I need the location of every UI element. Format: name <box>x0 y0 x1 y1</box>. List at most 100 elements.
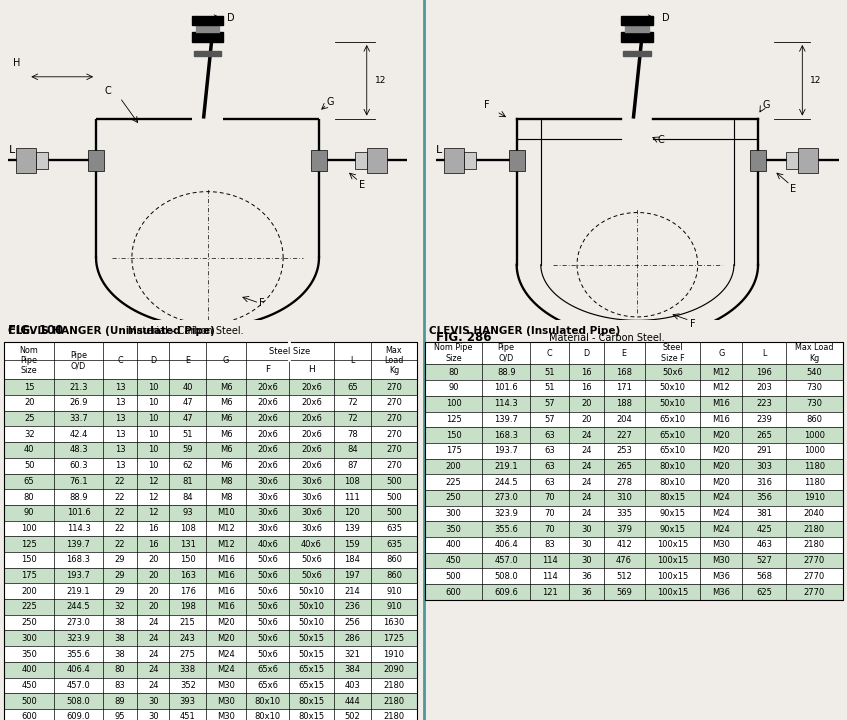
Text: 50x6: 50x6 <box>257 603 278 611</box>
Bar <box>4 678 417 693</box>
Text: 13: 13 <box>115 461 125 470</box>
Text: 910: 910 <box>386 603 401 611</box>
Text: 100x15: 100x15 <box>656 572 688 581</box>
Text: 42.4: 42.4 <box>69 430 88 438</box>
Text: 163: 163 <box>180 571 196 580</box>
Text: 40x6: 40x6 <box>257 539 278 549</box>
Text: 502: 502 <box>345 712 360 720</box>
Text: 24: 24 <box>581 509 591 518</box>
Text: 50x6: 50x6 <box>301 571 322 580</box>
Text: 57: 57 <box>545 399 555 408</box>
Text: 24: 24 <box>581 431 591 439</box>
Bar <box>425 553 843 569</box>
Text: 168: 168 <box>616 368 632 377</box>
Text: 50x6: 50x6 <box>662 368 683 377</box>
Text: 20x6: 20x6 <box>301 398 322 408</box>
Text: 168.3: 168.3 <box>67 555 91 564</box>
Text: 20x6: 20x6 <box>257 446 278 454</box>
Text: 51: 51 <box>545 368 555 377</box>
Bar <box>4 646 417 662</box>
Text: 171: 171 <box>616 384 632 392</box>
Bar <box>4 662 417 678</box>
Text: 2770: 2770 <box>804 572 825 581</box>
Text: 500: 500 <box>386 508 401 517</box>
Text: 476: 476 <box>616 556 632 565</box>
Text: 2180: 2180 <box>384 696 405 706</box>
Text: 13: 13 <box>115 398 125 408</box>
Text: 80: 80 <box>448 368 459 377</box>
Text: 310: 310 <box>616 493 632 503</box>
Text: 65x10: 65x10 <box>659 431 685 439</box>
Text: 200: 200 <box>21 587 37 595</box>
Text: 500: 500 <box>386 492 401 502</box>
Text: Max Load
Kg: Max Load Kg <box>795 343 833 363</box>
Text: Pipe
O/D: Pipe O/D <box>498 343 515 363</box>
Text: FIG. 286: FIG. 286 <box>436 331 492 344</box>
Text: 30x6: 30x6 <box>301 524 322 533</box>
Text: M20: M20 <box>217 634 235 643</box>
Text: 451: 451 <box>180 712 196 720</box>
Text: 270: 270 <box>386 430 402 438</box>
Text: 63: 63 <box>545 446 555 455</box>
Bar <box>425 459 843 474</box>
Text: 50x10: 50x10 <box>659 399 685 408</box>
Text: M36: M36 <box>712 588 730 596</box>
Text: 20x6: 20x6 <box>301 414 322 423</box>
Text: E: E <box>359 180 365 190</box>
Bar <box>16 148 36 173</box>
Text: 20: 20 <box>24 398 35 408</box>
Text: 29: 29 <box>115 587 125 595</box>
Text: 20: 20 <box>148 555 158 564</box>
Text: 215: 215 <box>180 618 196 627</box>
Text: 36: 36 <box>581 588 591 596</box>
Text: C: C <box>105 86 111 96</box>
Text: 20x6: 20x6 <box>301 382 322 392</box>
Text: 355.6: 355.6 <box>495 525 518 534</box>
Text: 12: 12 <box>148 508 158 517</box>
Text: 225: 225 <box>21 603 37 611</box>
Bar <box>355 152 367 169</box>
Text: 108: 108 <box>180 524 196 533</box>
Text: 323.9: 323.9 <box>495 509 518 518</box>
Text: 32: 32 <box>24 430 35 438</box>
Text: 527: 527 <box>756 556 772 565</box>
Text: 80x10: 80x10 <box>659 477 685 487</box>
Text: 30: 30 <box>148 696 158 706</box>
Bar <box>196 24 219 32</box>
Text: F: F <box>259 299 265 308</box>
Text: M6: M6 <box>219 382 232 392</box>
Text: 500: 500 <box>446 572 462 581</box>
Text: 90: 90 <box>24 508 35 517</box>
Text: 50: 50 <box>24 461 35 470</box>
Text: 30x6: 30x6 <box>257 524 278 533</box>
Text: 355.6: 355.6 <box>67 649 91 659</box>
Text: 100x15: 100x15 <box>656 588 688 596</box>
Text: 125: 125 <box>446 415 462 424</box>
Text: 400: 400 <box>446 541 462 549</box>
Text: 51: 51 <box>545 384 555 392</box>
Text: 50x6: 50x6 <box>257 634 278 643</box>
Text: 22: 22 <box>115 524 125 533</box>
Text: 20x6: 20x6 <box>257 430 278 438</box>
Text: 80x15: 80x15 <box>659 493 685 503</box>
Text: M30: M30 <box>712 556 730 565</box>
Bar <box>4 709 417 720</box>
Text: 568: 568 <box>756 572 772 581</box>
Text: 20: 20 <box>581 399 591 408</box>
Text: 139.7: 139.7 <box>495 415 518 424</box>
Text: 65x15: 65x15 <box>298 665 324 674</box>
Text: 635: 635 <box>386 539 402 549</box>
Text: Nom Pipe
Size: Nom Pipe Size <box>435 343 473 363</box>
Text: 540: 540 <box>806 368 822 377</box>
Text: 100x15: 100x15 <box>656 541 688 549</box>
Text: 57: 57 <box>545 415 555 424</box>
Text: C: C <box>547 348 552 358</box>
Bar <box>425 443 843 459</box>
Text: 270: 270 <box>386 398 402 408</box>
Text: M8: M8 <box>219 477 232 486</box>
Text: 236: 236 <box>345 603 361 611</box>
Text: 150: 150 <box>21 555 37 564</box>
Text: 323.9: 323.9 <box>67 634 91 643</box>
Text: 159: 159 <box>345 539 360 549</box>
Text: 457.0: 457.0 <box>67 681 91 690</box>
